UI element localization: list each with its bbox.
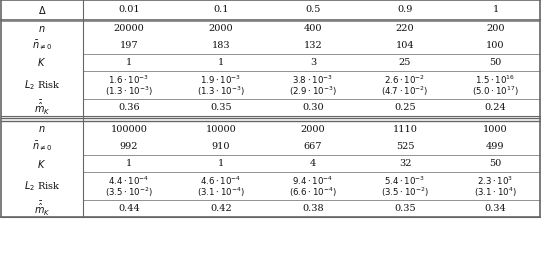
Text: 1: 1	[218, 58, 224, 67]
Text: 0.25: 0.25	[394, 103, 416, 112]
Text: 220: 220	[395, 24, 414, 33]
Text: $\Delta$: $\Delta$	[38, 4, 47, 16]
Text: $(3.1 \cdot 10^{4})$: $(3.1 \cdot 10^{4})$	[474, 186, 517, 199]
Text: 4: 4	[310, 159, 316, 168]
Text: $(6.6 \cdot 10^{-4})$: $(6.6 \cdot 10^{-4})$	[289, 186, 337, 199]
Text: 0.9: 0.9	[397, 5, 413, 15]
Text: $(3.5 \cdot 10^{-2})$: $(3.5 \cdot 10^{-2})$	[381, 186, 429, 199]
Text: $\bar{\hat{m}}_K$: $\bar{\hat{m}}_K$	[34, 199, 50, 218]
Text: 0.36: 0.36	[118, 103, 140, 112]
Text: 525: 525	[396, 142, 414, 151]
Text: 1000: 1000	[483, 125, 508, 134]
Text: 0.44: 0.44	[118, 204, 140, 213]
Text: 1110: 1110	[393, 125, 418, 134]
Text: $\bar{n}_{\neq 0}$: $\bar{n}_{\neq 0}$	[32, 140, 52, 153]
Text: $(2.9 \cdot 10^{-3})$: $(2.9 \cdot 10^{-3})$	[289, 85, 337, 98]
Text: $K$: $K$	[37, 56, 47, 69]
Text: 0.35: 0.35	[210, 103, 232, 112]
Text: 0.24: 0.24	[485, 103, 506, 112]
Text: 10000: 10000	[206, 125, 236, 134]
Text: 0.42: 0.42	[210, 204, 232, 213]
Text: 0.1: 0.1	[213, 5, 229, 15]
Text: $L_2$ Risk: $L_2$ Risk	[24, 179, 60, 193]
Text: 1: 1	[492, 5, 499, 15]
Text: 132: 132	[304, 41, 322, 50]
Text: $9.4 \cdot 10^{-4}$: $9.4 \cdot 10^{-4}$	[292, 175, 334, 188]
Text: 1: 1	[126, 159, 132, 168]
Text: 25: 25	[399, 58, 411, 67]
Text: $K$: $K$	[37, 157, 47, 169]
Text: 50: 50	[490, 58, 502, 67]
Text: $2.3 \cdot 10^{3}$: $2.3 \cdot 10^{3}$	[477, 175, 513, 188]
Text: $(3.1 \cdot 10^{-4})$: $(3.1 \cdot 10^{-4})$	[197, 186, 245, 199]
Text: 200: 200	[486, 24, 505, 33]
Text: 0.38: 0.38	[302, 204, 324, 213]
Text: 1: 1	[126, 58, 132, 67]
Text: 0.5: 0.5	[305, 5, 321, 15]
Text: $n$: $n$	[38, 24, 46, 34]
Text: $4.4 \cdot 10^{-4}$: $4.4 \cdot 10^{-4}$	[108, 175, 150, 188]
Text: $(1.3 \cdot 10^{-3})$: $(1.3 \cdot 10^{-3})$	[197, 85, 245, 98]
Text: $1.5 \cdot 10^{16}$: $1.5 \cdot 10^{16}$	[476, 74, 516, 86]
Text: $(1.3 \cdot 10^{-3})$: $(1.3 \cdot 10^{-3})$	[105, 85, 153, 98]
Text: $1.9 \cdot 10^{-3}$: $1.9 \cdot 10^{-3}$	[200, 74, 242, 86]
Text: 400: 400	[304, 24, 322, 33]
Text: 0.35: 0.35	[394, 204, 416, 213]
Text: $4.6 \cdot 10^{-4}$: $4.6 \cdot 10^{-4}$	[200, 175, 242, 188]
Text: 100000: 100000	[110, 125, 148, 134]
Text: 104: 104	[395, 41, 414, 50]
Text: 910: 910	[212, 142, 230, 151]
Text: 0.34: 0.34	[485, 204, 506, 213]
Text: 3: 3	[310, 58, 316, 67]
Text: $\bar{\hat{m}}_K$: $\bar{\hat{m}}_K$	[34, 98, 50, 117]
Text: 1: 1	[218, 159, 224, 168]
Text: 2000: 2000	[301, 125, 325, 134]
Text: 100: 100	[486, 41, 505, 50]
Text: 667: 667	[304, 142, 322, 151]
Text: 992: 992	[120, 142, 138, 151]
Text: 2000: 2000	[209, 24, 233, 33]
Text: $n$: $n$	[38, 124, 46, 134]
Text: $L_2$ Risk: $L_2$ Risk	[24, 78, 60, 92]
Text: 499: 499	[486, 142, 505, 151]
Text: $\bar{n}_{\neq 0}$: $\bar{n}_{\neq 0}$	[32, 38, 52, 52]
Text: $2.6 \cdot 10^{-2}$: $2.6 \cdot 10^{-2}$	[385, 74, 426, 86]
Text: 0.01: 0.01	[118, 5, 140, 15]
Text: 0.30: 0.30	[302, 103, 324, 112]
Text: $3.8 \cdot 10^{-3}$: $3.8 \cdot 10^{-3}$	[293, 74, 333, 86]
Text: $1.6 \cdot 10^{-3}$: $1.6 \cdot 10^{-3}$	[108, 74, 150, 86]
Text: $(5.0 \cdot 10^{17})$: $(5.0 \cdot 10^{17})$	[472, 85, 519, 98]
Text: $(4.7 \cdot 10^{-2})$: $(4.7 \cdot 10^{-2})$	[381, 85, 428, 98]
Text: $5.4 \cdot 10^{-3}$: $5.4 \cdot 10^{-3}$	[384, 175, 426, 188]
Text: 32: 32	[399, 159, 411, 168]
Text: $(3.5 \cdot 10^{-2})$: $(3.5 \cdot 10^{-2})$	[105, 186, 153, 199]
Text: 183: 183	[212, 41, 230, 50]
Text: 197: 197	[120, 41, 138, 50]
Text: 50: 50	[490, 159, 502, 168]
Text: 20000: 20000	[114, 24, 144, 33]
